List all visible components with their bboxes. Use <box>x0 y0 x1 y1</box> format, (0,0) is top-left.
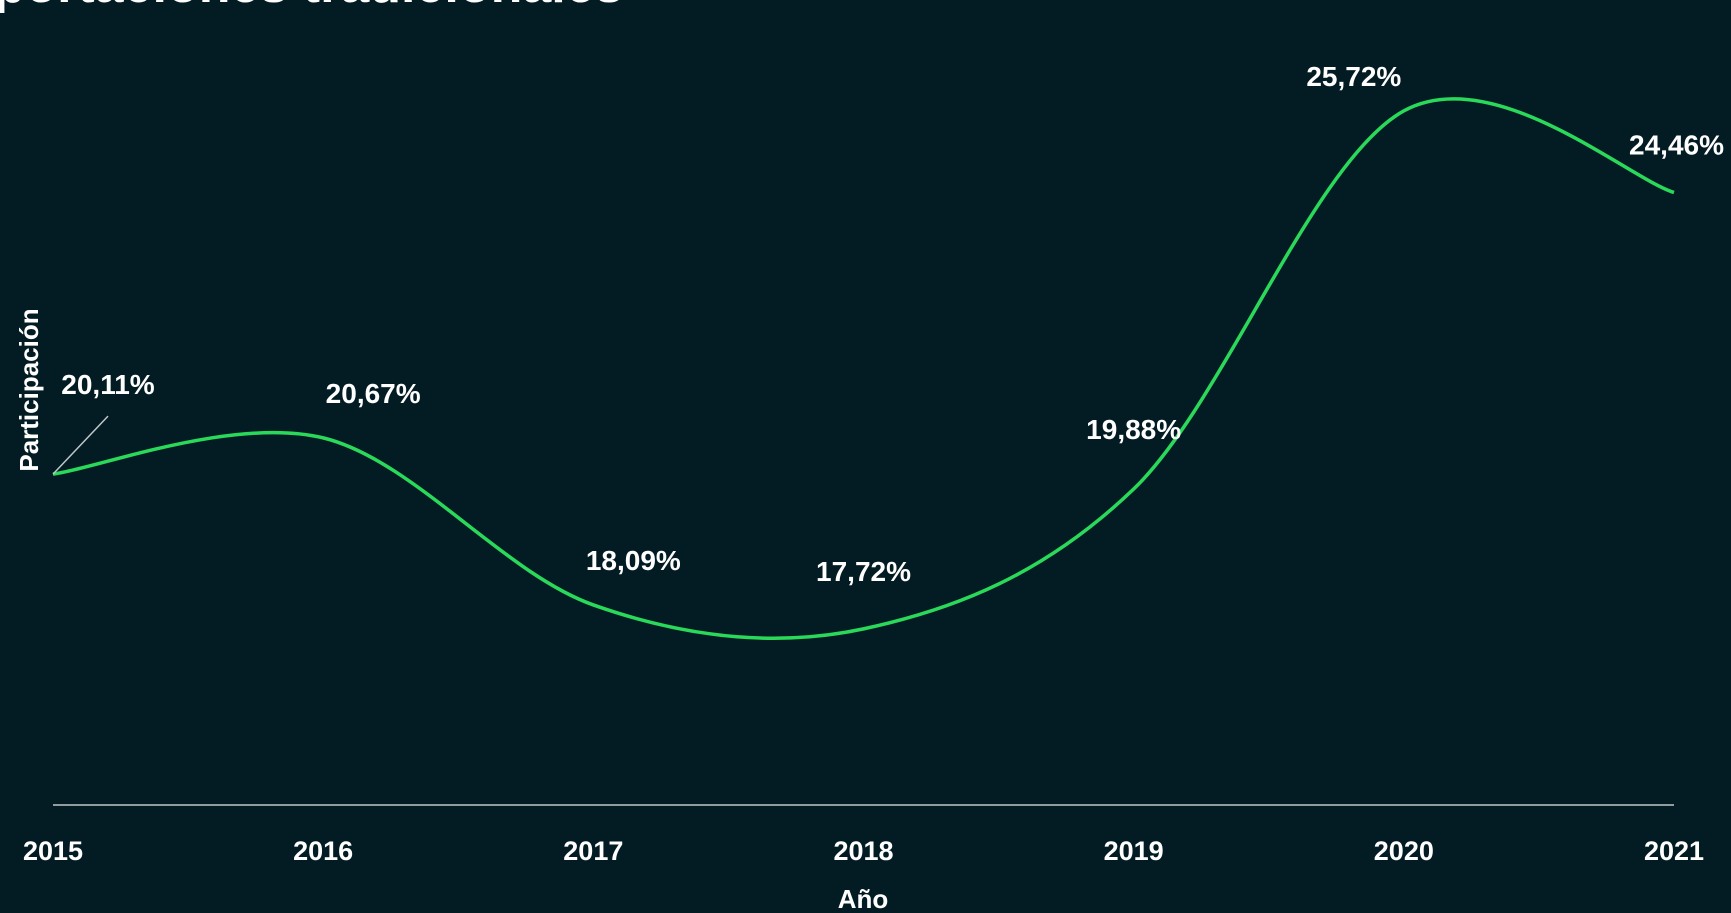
line <box>52 97 1675 641</box>
data-label: 18,09% <box>586 545 681 576</box>
x-tick-label: 2016 <box>293 836 353 866</box>
chart-title: Exportaciones tradicionales <box>0 0 624 14</box>
data-label: 24,46% <box>1629 129 1724 160</box>
x-tick-label: 2018 <box>833 836 893 866</box>
leader-line <box>52 415 109 475</box>
data-label: 17,72% <box>816 556 911 587</box>
data-label: 19,88% <box>1086 414 1181 445</box>
x-tick-label: 2019 <box>1104 836 1164 866</box>
y-axis-label: Participación <box>14 308 44 471</box>
data-label: 25,72% <box>1306 61 1401 92</box>
data-label: 20,67% <box>326 378 421 409</box>
x-tick-label: 2021 <box>1644 836 1704 866</box>
data-label: 20,11% <box>61 369 155 400</box>
x-tick-label: 2020 <box>1374 836 1434 866</box>
x-axis-label: Año <box>838 884 889 913</box>
x-tick-label: 2015 <box>23 836 83 866</box>
x-tick-label: 2017 <box>563 836 623 866</box>
